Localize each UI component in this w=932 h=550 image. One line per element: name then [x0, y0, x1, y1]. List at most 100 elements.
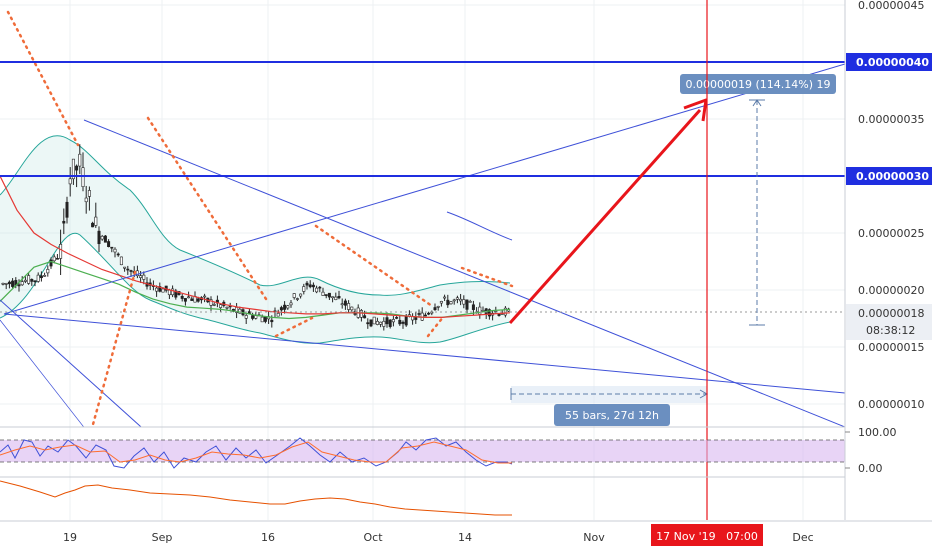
candle — [279, 305, 283, 316]
candle — [142, 271, 146, 285]
candle — [318, 286, 322, 293]
candle — [289, 300, 293, 308]
candle — [382, 317, 386, 331]
candle — [119, 256, 123, 266]
candle — [331, 296, 335, 303]
candle — [401, 320, 405, 329]
candle — [395, 316, 399, 320]
candle — [340, 298, 344, 309]
current-price-badge: 0.00000018 08:38:12 — [846, 304, 932, 340]
projection-label: 0.00000019 (114.14%) 19 — [680, 74, 836, 94]
candle — [126, 265, 130, 275]
candle — [276, 309, 280, 317]
candle — [286, 305, 290, 310]
time-tick: Nov — [583, 531, 605, 544]
candle — [183, 298, 187, 306]
candle — [212, 302, 216, 307]
candle — [129, 269, 133, 277]
candle — [436, 305, 440, 311]
candle — [379, 321, 383, 328]
time-axis[interactable]: 19 Sep 16 Oct 14 Nov Dec 17 Nov '19 07:0… — [0, 520, 932, 550]
candle — [52, 254, 56, 264]
price-tick: 0.00000010 — [858, 398, 924, 411]
candle — [299, 293, 303, 299]
candle — [55, 254, 59, 260]
price-axis[interactable]: 0.00000045 0.00000035 0.00000025 0.00000… — [844, 0, 932, 520]
countdown-text: 08:38:12 — [866, 324, 915, 337]
candle — [398, 315, 402, 326]
candle — [174, 288, 178, 300]
dotted-trendlines — [6, 10, 514, 427]
price-tick: 0.00000035 — [858, 113, 924, 126]
candle — [305, 281, 309, 290]
candle — [49, 257, 53, 269]
time-tick: 16 — [261, 531, 275, 544]
candle — [71, 158, 75, 185]
candle — [363, 310, 367, 319]
candle — [43, 272, 47, 277]
candle — [68, 167, 72, 197]
series-layer — [0, 175, 511, 320]
candle — [455, 295, 459, 304]
candle — [311, 282, 315, 292]
candle — [337, 290, 341, 300]
candle — [33, 280, 37, 287]
candle — [107, 239, 111, 248]
candle — [100, 234, 104, 241]
rsi-pane — [0, 437, 845, 469]
rsi-tick: 100.00 — [858, 426, 897, 439]
candle — [244, 313, 248, 325]
candle — [459, 293, 463, 306]
candle — [439, 300, 443, 307]
candle — [65, 196, 69, 224]
candle — [30, 278, 34, 286]
time-tick: 14 — [458, 531, 472, 544]
candle — [433, 303, 437, 311]
candle — [465, 299, 469, 314]
projection-arrow[interactable] — [508, 98, 708, 324]
candle — [103, 235, 107, 243]
candle — [11, 278, 15, 288]
candle — [87, 186, 91, 211]
candle — [46, 265, 50, 277]
candle — [369, 319, 373, 328]
candle — [219, 303, 223, 312]
price-range-measure[interactable] — [749, 99, 765, 326]
candle — [180, 293, 184, 302]
candle — [375, 317, 379, 326]
candle — [343, 298, 347, 310]
level-badge-text: 0.00000030 — [856, 170, 929, 183]
candle — [225, 306, 229, 310]
candle — [203, 293, 207, 303]
oscillator-line — [0, 480, 512, 516]
price-tick: 0.00000020 — [858, 284, 924, 297]
rsi-signal-line — [0, 441, 512, 464]
candle — [423, 312, 427, 317]
candle — [446, 294, 450, 308]
candle — [283, 301, 287, 314]
candle — [59, 229, 63, 276]
price-tick: 0.00000045 — [858, 0, 924, 12]
level-badge-text: 0.00000040 — [856, 56, 929, 69]
candle — [350, 306, 354, 313]
moving_average-line — [0, 175, 511, 318]
candle — [315, 285, 319, 294]
candle — [113, 247, 117, 258]
candle — [4, 282, 8, 290]
candle — [449, 301, 453, 305]
candle — [97, 226, 101, 253]
candle — [391, 316, 395, 327]
bars-label-text: 55 bars, 27d 12h — [565, 409, 659, 422]
candle — [62, 208, 66, 235]
candle — [321, 287, 325, 296]
bollinger-upper — [0, 135, 511, 296]
candle — [443, 294, 447, 302]
candle — [39, 271, 43, 282]
time-cursor-badge: 17 Nov '19 07:00 — [651, 524, 763, 546]
bars-range-measure[interactable] — [510, 386, 709, 403]
candle — [110, 246, 114, 253]
candle — [17, 279, 21, 292]
projection-label-text: 0.00000019 (114.14%) 19 — [686, 78, 831, 91]
time-tick: Dec — [792, 531, 813, 544]
